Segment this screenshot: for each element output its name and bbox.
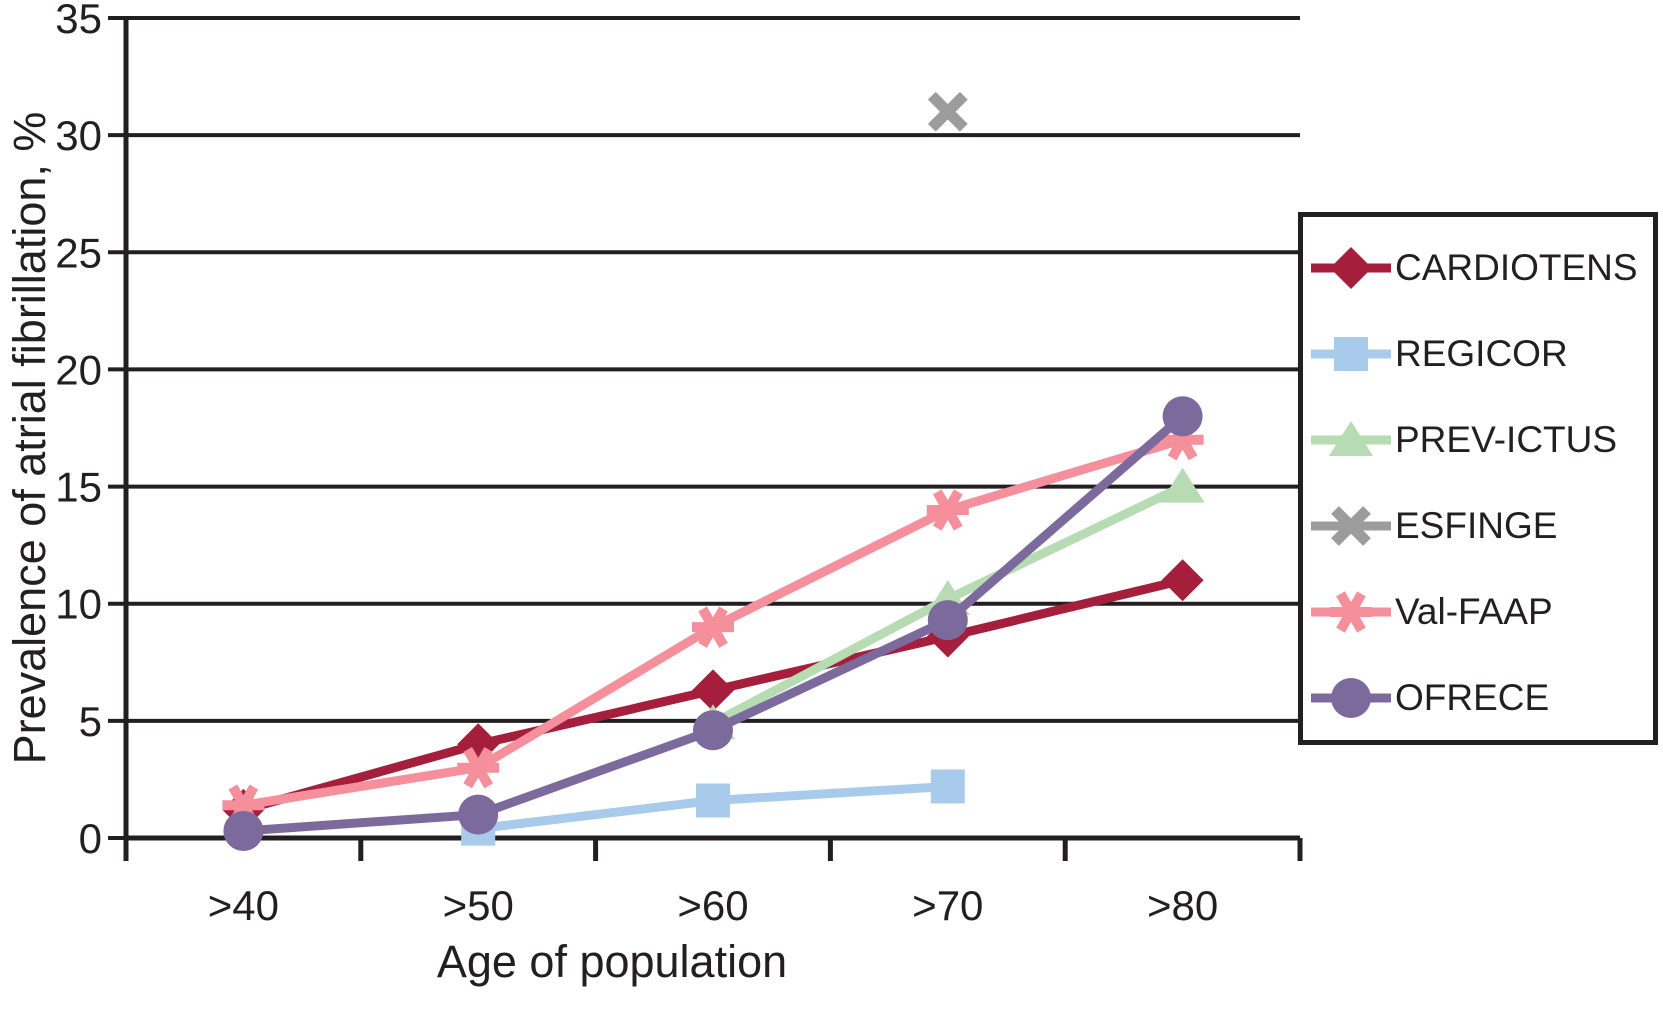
circle-marker-icon xyxy=(927,600,968,641)
legend-item-val-faap: Val-FAAP xyxy=(1309,569,1653,655)
asterisk-marker-icon xyxy=(457,747,500,789)
asterisk-marker-icon xyxy=(1330,591,1372,633)
x-axis: >40 >50 >60 >70 >80 xyxy=(123,838,1303,929)
circle-legend-key-icon xyxy=(1311,678,1391,718)
series-val-faap xyxy=(222,419,1204,826)
legend: CARDIOTENS REGICOR PREV-ICTUS ESFINGE Val-FA… xyxy=(1298,212,1658,745)
diamond-legend-key-icon xyxy=(1311,247,1391,289)
legend-label: CARDIOTENS xyxy=(1395,247,1638,288)
x-legend-key-icon xyxy=(1311,506,1391,546)
asterisk-legend-key-icon xyxy=(1311,591,1391,633)
circle-marker-icon xyxy=(693,710,733,751)
triangle-legend-key-icon xyxy=(1311,421,1391,456)
legend-item-esfinge: ESFINGE xyxy=(1309,483,1653,569)
series-ofrece xyxy=(223,396,1203,851)
y-tick-label: 15 xyxy=(55,464,102,511)
y-tick-label: 0 xyxy=(79,815,102,862)
x-tick-label: >40 xyxy=(208,882,279,929)
series-regicor xyxy=(461,769,965,846)
legend-label: Val-FAAP xyxy=(1395,591,1553,632)
square-marker-icon xyxy=(1334,337,1368,371)
asterisk-marker-icon xyxy=(692,606,734,648)
square-legend-key-icon xyxy=(1311,337,1391,371)
y-tick-label: 25 xyxy=(55,229,102,276)
y-tick-label: 35 xyxy=(55,0,102,42)
square-marker-icon xyxy=(930,769,965,804)
diamond-marker-icon xyxy=(692,669,734,712)
legend-item-cardiotens: CARDIOTENS xyxy=(1309,225,1653,311)
asterisk-marker-icon xyxy=(926,489,969,531)
legend-label: OFRECE xyxy=(1395,677,1550,718)
legend-label: REGICOR xyxy=(1395,333,1568,374)
circle-marker-icon xyxy=(1331,678,1371,718)
x-axis-title: Age of population xyxy=(436,936,788,987)
x-tick-label: >60 xyxy=(677,882,748,929)
circle-marker-icon xyxy=(1162,396,1203,437)
x-marker-icon xyxy=(1331,506,1371,546)
circle-marker-icon xyxy=(223,810,264,851)
triangle-marker-icon xyxy=(1329,421,1373,456)
y-tick-label: 20 xyxy=(55,346,102,393)
y-tick-label: 5 xyxy=(79,698,102,745)
legend-item-ofrece: OFRECE xyxy=(1309,655,1653,741)
legend-label: ESFINGE xyxy=(1395,505,1558,546)
legend-item-prev-ictus: PREV-ICTUS xyxy=(1309,397,1653,483)
x-marker-icon xyxy=(927,91,968,132)
diamond-marker-icon xyxy=(1330,247,1372,289)
triangle-marker-icon xyxy=(1160,467,1205,503)
y-axis-title: Prevalence of atrial fibrillation, % xyxy=(4,111,55,765)
diamond-marker-icon xyxy=(1161,559,1204,602)
y-tick-label: 10 xyxy=(55,581,102,628)
y-tick-label: 30 xyxy=(55,112,102,159)
legend-label: PREV-ICTUS xyxy=(1395,419,1618,460)
series-esfinge xyxy=(927,91,968,132)
x-tick-label: >80 xyxy=(1147,882,1218,929)
x-tick-label: >50 xyxy=(443,882,514,929)
gridlines-and-y-axis: 0 5 10 15 20 25 30 35 xyxy=(55,0,1300,862)
circle-marker-icon xyxy=(458,794,499,835)
x-tick-label: >70 xyxy=(912,882,983,929)
legend-item-regicor: REGICOR xyxy=(1309,311,1653,397)
square-marker-icon xyxy=(696,783,730,818)
